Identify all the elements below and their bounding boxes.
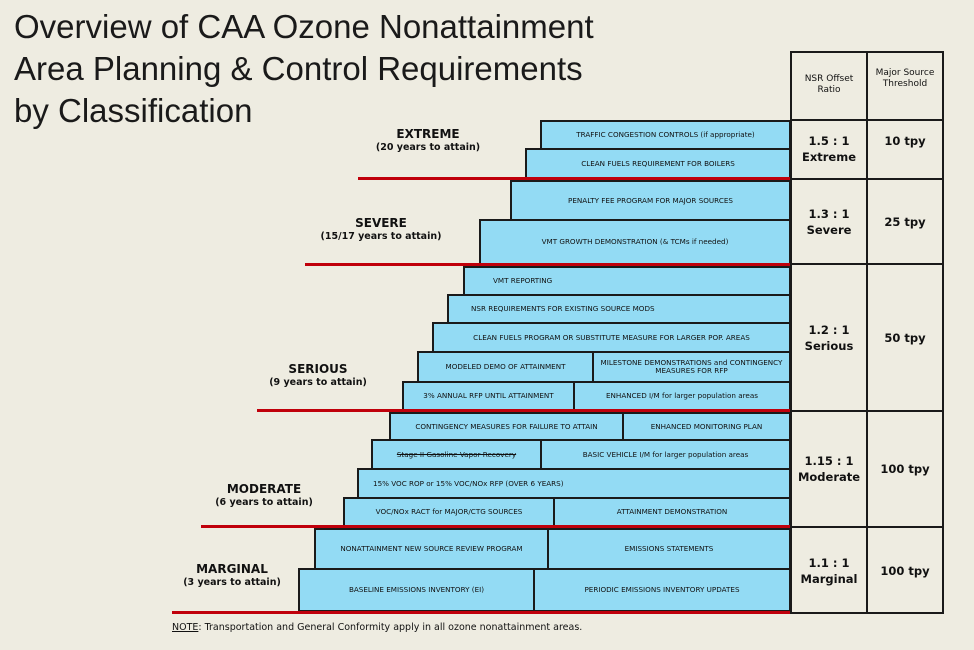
table-row-divider [790,178,944,180]
req-clean-fuels-program: CLEAN FUELS PROGRAM OR SUBSTITUTE MEASUR… [432,322,791,353]
ratio-cell-extreme: 1.5 : 1 Extreme [792,133,866,165]
ratio-value: 1.3 : 1 [808,207,850,221]
req-traffic-congestion: TRAFFIC CONGESTION CONTROLS (if appropri… [540,120,791,150]
class-label-extreme: EXTREME (20 years to attain) [368,127,488,154]
req-enhanced-monitoring: ENHANCED MONITORING PLAN [622,412,791,441]
threshold-cell-marginal: 100 tpy [880,564,930,578]
req-nonattainment-nsr: NONATTAINMENT NEW SOURCE REVIEW PROGRAM [314,528,549,570]
title-line-3: by Classification [14,92,253,129]
class-label-marginal: MARGINAL (3 years to attain) [170,562,294,589]
divider-moderate [201,525,791,528]
req-contingency-attain: CONTINGENCY MEASURES FOR FAILURE TO ATTA… [389,412,624,441]
note-label: NOTE [172,622,199,633]
threshold-cell-severe: 25 tpy [884,215,926,229]
divider-severe [305,263,791,266]
page-title: Overview of CAA Ozone Nonattainment Area… [14,6,654,132]
ratio-class: Marginal [800,572,858,586]
ratio-value: 1.5 : 1 [808,134,850,148]
req-stage2-vapor: Stage II Gasoline Vapor Recovery [371,439,542,470]
req-enhanced-im: ENHANCED I/M for larger population areas [573,381,791,411]
header-major-source-threshold: Major Source Threshold [875,68,935,89]
divider-extreme [358,177,791,180]
req-vmt-reporting: VMT REPORTING [463,266,791,296]
footnote: NOTE: Transportation and General Conform… [172,622,582,633]
class-years: (6 years to attain) [215,497,313,508]
req-emissions-statements: EMISSIONS STATEMENTS [547,528,791,570]
threshold-cell-serious: 50 tpy [884,331,926,345]
threshold-cell-extreme: 10 tpy [884,134,926,148]
divider-marginal [172,611,791,614]
class-name: SERIOUS [288,362,348,376]
title-line-1: Overview of CAA Ozone Nonattainment [14,8,594,45]
ratio-cell-marginal: 1.1 : 1 Marginal [792,555,866,587]
threshold-cell-moderate: 100 tpy [880,462,930,476]
ratio-value: 1.2 : 1 [808,323,850,337]
req-periodic-ei: PERIODIC EMISSIONS INVENTORY UPDATES [533,568,791,612]
req-milestone-demo: MILESTONE DEMONSTRATIONS and CONTINGENCY… [592,351,791,383]
ratio-cell-serious: 1.2 : 1 Serious [792,322,866,354]
class-name: EXTREME [396,127,460,141]
ratio-cell-severe: 1.3 : 1 Severe [792,206,866,238]
table-row-divider [790,119,944,121]
req-penalty-fee: PENALTY FEE PROGRAM FOR MAJOR SOURCES [510,180,791,221]
req-clean-fuels-boilers: CLEAN FUELS REQUIREMENT FOR BOILERS [525,148,791,179]
req-modeled-demo: MODELED DEMO OF ATTAINMENT [417,351,594,383]
table-row-divider [790,526,944,528]
req-baseline-ei: BASELINE EMISSIONS INVENTORY (EI) [298,568,535,612]
class-label-moderate: MODERATE (6 years to attain) [208,482,320,509]
class-label-severe: SEVERE (15/17 years to attain) [316,216,446,243]
class-years: (15/17 years to attain) [320,231,442,242]
ratio-class: Serious [804,339,854,353]
class-years: (9 years to attain) [269,377,367,388]
req-basic-im: BASIC VEHICLE I/M for larger population … [540,439,791,470]
ratio-class: Extreme [801,150,857,164]
title-line-2: Area Planning & Control Requirements [14,50,583,87]
class-name: MARGINAL [196,562,268,576]
divider-serious [257,409,791,412]
req-voc-nox-ract: VOC/NOx RACT for MAJOR/CTG SOURCES [343,497,555,527]
req-voc-rop: 15% VOC ROP or 15% VOC/NOx RFP (OVER 6 Y… [357,468,791,499]
class-years: (20 years to attain) [375,142,481,153]
ratio-cell-moderate: 1.15 : 1 Moderate [792,453,866,485]
class-name: MODERATE [226,482,302,496]
class-years: (3 years to attain) [183,577,281,588]
table-row-divider [790,263,944,265]
class-name: SEVERE [355,216,407,230]
note-text: : Transportation and General Conformity … [198,622,583,633]
class-label-serious: SERIOUS (9 years to attain) [262,362,374,389]
table-column-divider [866,51,868,614]
req-attainment-demo: ATTAINMENT DEMONSTRATION [553,497,791,527]
ratio-class: Moderate [797,470,861,484]
req-nsr-existing: NSR REQUIREMENTS FOR EXISTING SOURCE MOD… [447,294,791,324]
ratio-class: Severe [806,223,852,237]
header-nsr-offset-ratio: NSR Offset Ratio [804,74,854,95]
req-vmt-growth: VMT GROWTH DEMONSTRATION (& TCMs if need… [479,219,791,265]
ratio-value: 1.15 : 1 [804,454,854,468]
table-row-divider [790,410,944,412]
req-3pct-rfp: 3% ANNUAL RFP UNTIL ATTAINMENT [402,381,575,411]
ratio-value: 1.1 : 1 [808,556,850,570]
